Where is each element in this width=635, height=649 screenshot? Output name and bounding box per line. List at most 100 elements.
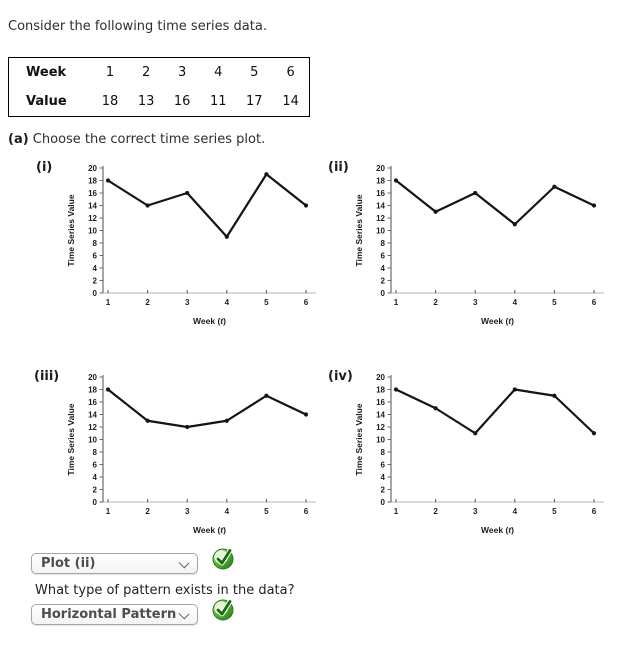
svg-text:4: 4 — [225, 298, 230, 307]
svg-text:6: 6 — [592, 298, 597, 307]
svg-text:8: 8 — [93, 239, 98, 248]
chevron-down-icon — [178, 557, 190, 569]
correct-check-icon — [212, 599, 234, 621]
svg-text:6: 6 — [592, 507, 597, 516]
svg-text:12: 12 — [376, 214, 385, 223]
chart-label-i: (i) — [36, 160, 53, 175]
svg-text:6: 6 — [304, 507, 309, 516]
svg-text:14: 14 — [88, 410, 97, 419]
svg-text:Time Series Value: Time Series Value — [354, 403, 364, 475]
svg-text:1: 1 — [394, 298, 399, 307]
svg-text:18: 18 — [376, 385, 385, 394]
svg-text:0: 0 — [93, 498, 98, 507]
svg-text:4: 4 — [513, 298, 518, 307]
svg-text:5: 5 — [264, 298, 269, 307]
svg-text:5: 5 — [552, 298, 557, 307]
svg-text:10: 10 — [88, 226, 97, 235]
svg-text:4: 4 — [93, 264, 98, 273]
svg-text:0: 0 — [93, 289, 98, 298]
svg-text:3: 3 — [473, 298, 478, 307]
svg-text:8: 8 — [93, 448, 98, 457]
table-cell: 6 — [286, 65, 295, 80]
svg-text:18: 18 — [88, 176, 97, 185]
svg-text:Week (t): Week (t) — [481, 316, 514, 326]
svg-text:6: 6 — [381, 460, 386, 469]
intro-text: Consider the following time series data. — [8, 19, 267, 34]
svg-text:12: 12 — [376, 423, 385, 432]
svg-text:Week (t): Week (t) — [193, 316, 226, 326]
svg-text:2: 2 — [433, 507, 438, 516]
table-cell: 13 — [137, 94, 155, 109]
svg-text:2: 2 — [145, 298, 150, 307]
table-cell: 4 — [214, 65, 223, 80]
svg-text:Week (t): Week (t) — [481, 525, 514, 535]
chevron-down-icon — [178, 608, 190, 620]
svg-text:16: 16 — [376, 398, 385, 407]
svg-text:4: 4 — [225, 507, 230, 516]
svg-text:14: 14 — [376, 410, 385, 419]
svg-text:20: 20 — [376, 164, 385, 173]
svg-text:14: 14 — [88, 201, 97, 210]
table-cell: 5 — [250, 65, 259, 80]
table-cell: 2 — [141, 65, 151, 80]
svg-text:Time Series Value: Time Series Value — [66, 403, 76, 475]
svg-text:Week (t): Week (t) — [193, 525, 226, 535]
svg-text:6: 6 — [93, 251, 98, 260]
part-a-text: Choose the correct time series plot. — [32, 132, 266, 147]
table-cell: 16 — [173, 94, 191, 109]
svg-text:12: 12 — [88, 214, 97, 223]
svg-text:8: 8 — [381, 239, 386, 248]
svg-text:14: 14 — [376, 201, 385, 210]
part-a-label: (a) — [8, 132, 29, 147]
plot-answer-selected-value: Plot (ii) — [41, 556, 96, 571]
svg-text:1: 1 — [106, 298, 111, 307]
svg-text:1: 1 — [106, 507, 111, 516]
table-cell: 18 — [101, 94, 119, 109]
svg-text:18: 18 — [88, 385, 97, 394]
svg-text:10: 10 — [88, 435, 97, 444]
svg-text:10: 10 — [376, 435, 385, 444]
svg-text:0: 0 — [381, 498, 386, 507]
table-cell: 1 — [105, 65, 115, 80]
part-a-prompt: (a) Choose the correct time series plot. — [8, 132, 265, 147]
svg-text:3: 3 — [185, 298, 190, 307]
table-row-header: Value — [26, 94, 67, 109]
svg-text:6: 6 — [304, 298, 309, 307]
svg-text:5: 5 — [264, 507, 269, 516]
chart-label-iii: (iii) — [34, 369, 60, 384]
svg-text:1: 1 — [394, 507, 399, 516]
svg-text:20: 20 — [376, 373, 385, 382]
table-cell: 14 — [282, 94, 299, 109]
svg-text:16: 16 — [376, 189, 385, 198]
pattern-answer-select[interactable]: Horizontal Pattern — [31, 604, 198, 625]
svg-text:16: 16 — [88, 398, 97, 407]
svg-text:2: 2 — [381, 276, 386, 285]
svg-text:2: 2 — [93, 485, 98, 494]
pattern-answer-selected-value: Horizontal Pattern — [41, 607, 177, 622]
svg-text:3: 3 — [473, 507, 478, 516]
table-row-week: Week 1 2 3 4 5 6 — [9, 58, 310, 88]
svg-text:4: 4 — [381, 473, 386, 482]
table-cell: 17 — [246, 94, 263, 109]
svg-text:Time Series Value: Time Series Value — [354, 194, 364, 266]
plot-answer-select[interactable]: Plot (ii) — [31, 553, 198, 574]
svg-text:0: 0 — [381, 289, 386, 298]
svg-text:4: 4 — [513, 507, 518, 516]
svg-text:6: 6 — [381, 251, 386, 260]
svg-text:16: 16 — [88, 189, 97, 198]
svg-text:5: 5 — [552, 507, 557, 516]
pattern-question-text: What type of pattern exists in the data? — [35, 583, 295, 598]
svg-text:2: 2 — [433, 298, 438, 307]
correct-check-icon — [212, 548, 234, 570]
time-series-data-table: Week 1 2 3 4 5 6 Value 18 13 16 11 17 14 — [8, 57, 310, 117]
chart-label-iv: (iv) — [328, 369, 353, 384]
svg-text:8: 8 — [381, 448, 386, 457]
svg-text:2: 2 — [381, 485, 386, 494]
svg-text:10: 10 — [376, 226, 385, 235]
table-row-value: Value 18 13 16 11 17 14 — [9, 87, 310, 117]
svg-text:18: 18 — [376, 176, 385, 185]
table-cell: 3 — [178, 65, 187, 80]
